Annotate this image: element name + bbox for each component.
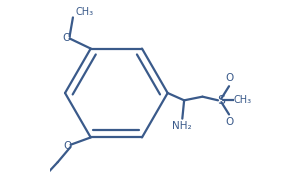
Text: O: O [226,117,234,127]
Text: CH₃: CH₃ [234,95,252,105]
Text: CH₃: CH₃ [76,7,94,17]
Text: S: S [217,94,225,107]
Text: O: O [63,141,71,151]
Text: O: O [62,33,70,43]
Text: NH₂: NH₂ [172,121,192,131]
Text: O: O [226,73,234,83]
